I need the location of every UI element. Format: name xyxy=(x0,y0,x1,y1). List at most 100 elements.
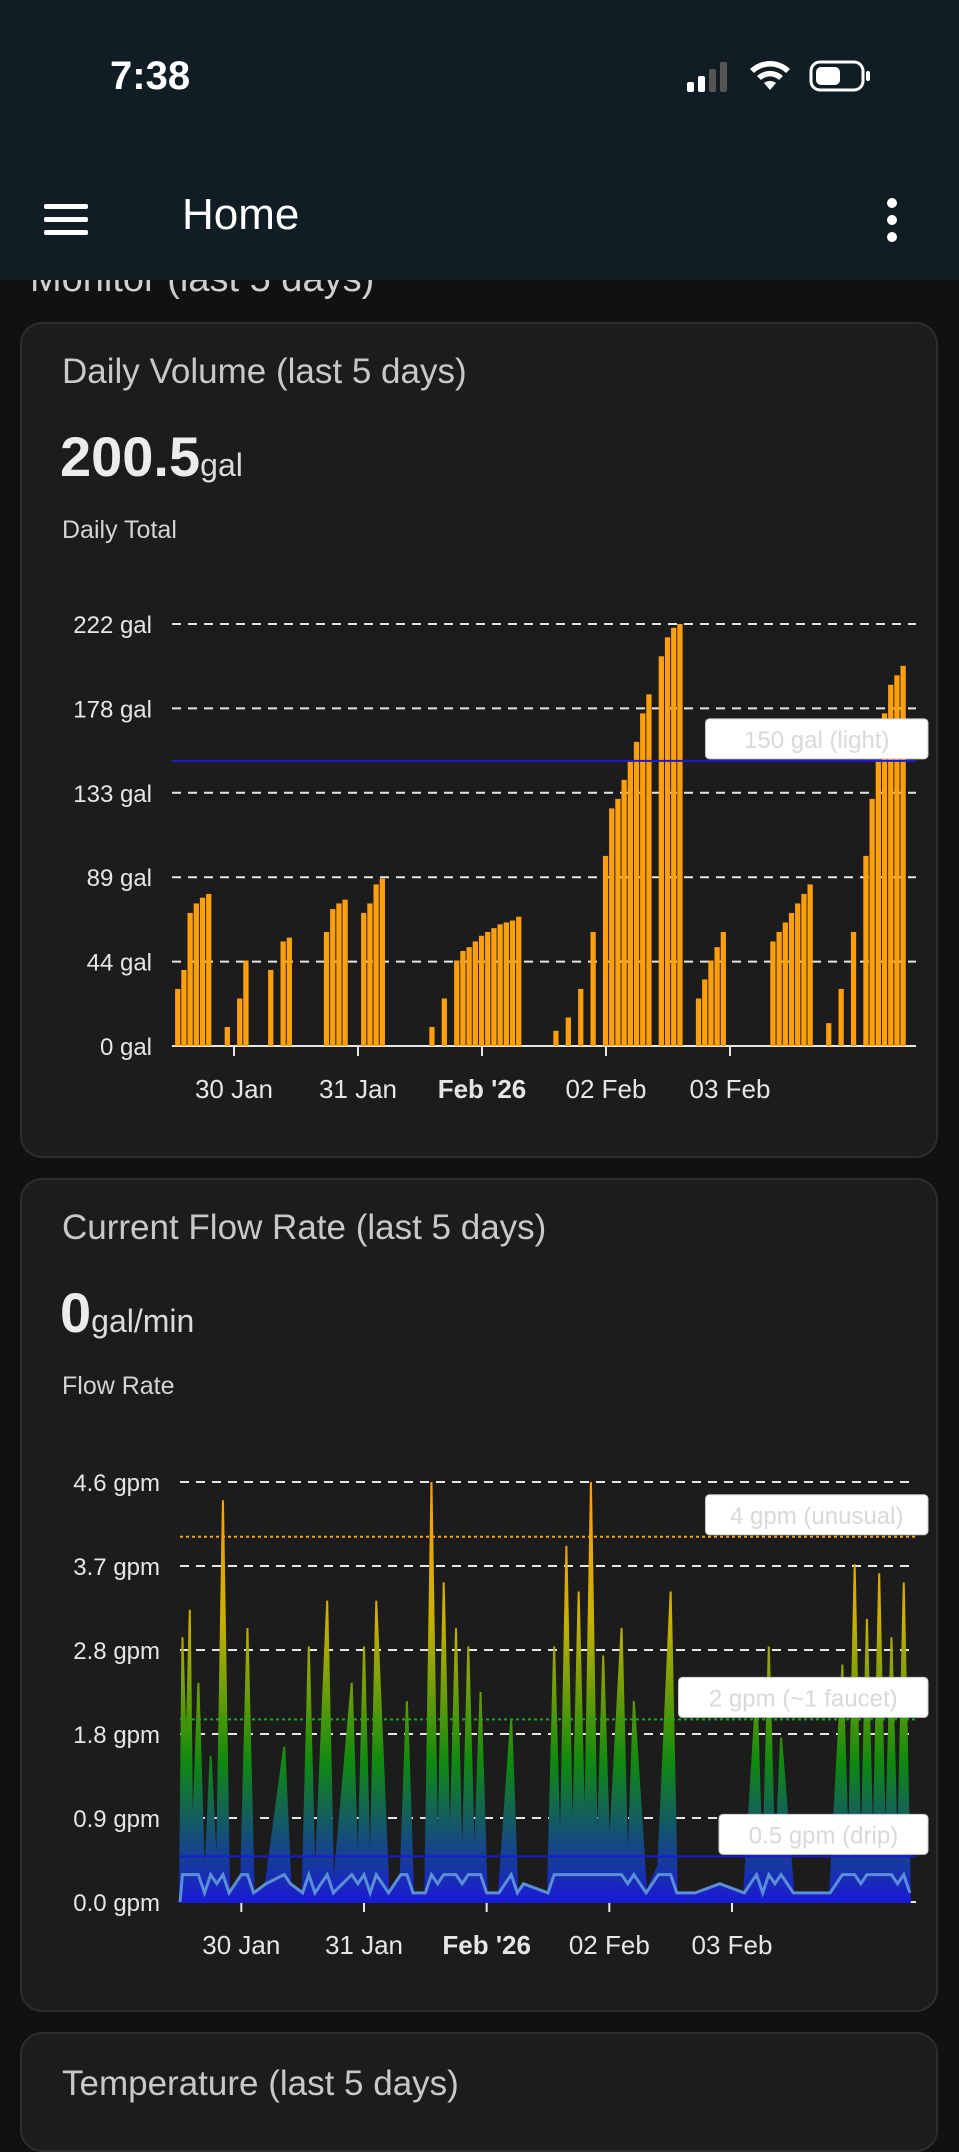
volume-bar xyxy=(280,941,286,1046)
y-tick-label: 0 gal xyxy=(100,1034,152,1061)
volume-bar xyxy=(795,903,801,1046)
volume-bar xyxy=(838,988,844,1046)
page-title-overlay: Home xyxy=(182,190,300,239)
volume-bar xyxy=(503,922,509,1046)
volume-bar xyxy=(720,931,726,1046)
card-title: Daily Volume (last 5 days) xyxy=(62,352,467,391)
volume-bar xyxy=(894,675,900,1046)
volume-bar xyxy=(677,624,683,1046)
volume-bar xyxy=(881,713,888,1046)
volume-bar xyxy=(788,912,795,1046)
volume-bar xyxy=(801,893,807,1046)
card-title: Temperature (last 5 days) xyxy=(62,2064,459,2103)
value-number: 0 xyxy=(60,1281,92,1344)
threshold-label: 2 gpm (~1 faucet) xyxy=(709,1685,898,1712)
volume-bar xyxy=(485,931,491,1046)
y-tick-label: 133 gal xyxy=(73,781,152,808)
threshold-label-box xyxy=(718,1813,929,1855)
temperature-card[interactable]: Temperature (last 5 days) xyxy=(20,2032,938,2152)
app-bar-content: Home xyxy=(0,160,959,280)
volume-bar xyxy=(497,924,503,1046)
y-tick-label: 89 gal xyxy=(87,865,152,892)
y-tick-label: 178 gal xyxy=(73,696,152,723)
y-tick-label: 4.6 gpm xyxy=(73,1470,160,1497)
volume-bar xyxy=(367,903,373,1046)
volume-bar xyxy=(237,998,243,1046)
flow-rate-chart[interactable]: 4.6 gpm 3.7 gpm 2.8 gpm 1.8 gpm 0.9 gpm 0.0 g… xyxy=(22,1180,938,2012)
volume-bar xyxy=(454,960,460,1046)
volume-bar xyxy=(609,808,615,1046)
volume-bar xyxy=(460,950,466,1046)
volume-bar xyxy=(863,855,869,1046)
x-tick-label: 03 Feb xyxy=(692,1930,773,1960)
y-tick-label: 3.7 gpm xyxy=(73,1554,160,1581)
volume-bar xyxy=(466,947,472,1046)
volume-bar xyxy=(702,979,708,1046)
volume-bar xyxy=(782,922,788,1046)
y-tick-label: 222 gal xyxy=(73,612,152,639)
volume-bar xyxy=(776,931,782,1046)
x-tick-label: 03 Feb xyxy=(690,1074,771,1104)
volume-bar xyxy=(708,960,714,1046)
volume-bar xyxy=(206,893,212,1046)
x-tick-label: 02 Feb xyxy=(569,1930,650,1960)
volume-bar xyxy=(361,912,367,1046)
volume-bar xyxy=(565,1017,571,1046)
hamburger-menu-icon[interactable] xyxy=(36,190,96,250)
card-title: Current Flow Rate (last 5 days) xyxy=(62,1208,547,1247)
volume-bar xyxy=(373,884,379,1046)
volume-bar xyxy=(509,920,516,1046)
volume-bar xyxy=(900,665,906,1046)
x-tick-label: 30 Jan xyxy=(202,1930,280,1960)
wifi-icon xyxy=(750,61,790,90)
volume-bar xyxy=(342,899,348,1046)
volume-bar xyxy=(869,798,875,1046)
volume-bar xyxy=(578,988,584,1046)
volume-bar xyxy=(615,798,621,1046)
x-tick-label: 30 Jan xyxy=(195,1074,273,1104)
more-vert-icon[interactable] xyxy=(870,190,914,250)
volume-bar xyxy=(379,878,385,1046)
volume-bar xyxy=(640,713,646,1046)
volume-bar xyxy=(807,884,813,1046)
threshold-label-box xyxy=(705,1494,929,1536)
card-value: 0gal/min xyxy=(60,1280,194,1345)
volume-bar xyxy=(181,969,187,1046)
daily-volume-card[interactable]: Daily Volume (last 5 days) 200.5gal Dail… xyxy=(20,322,938,1158)
card-value: 200.5gal xyxy=(60,424,243,489)
volume-bar xyxy=(199,897,206,1046)
x-tick-label: 02 Feb xyxy=(566,1074,647,1104)
flow-rate-card[interactable]: Current Flow Rate (last 5 days) 0gal/min… xyxy=(20,1178,938,2012)
volume-bar xyxy=(826,1023,832,1046)
status-time: 7:38 xyxy=(110,54,191,98)
value-unit: gal/min xyxy=(91,1303,195,1339)
volume-bar xyxy=(714,947,720,1046)
volume-bar xyxy=(553,1030,559,1046)
daily-volume-chart[interactable]: 222 gal 178 gal 133 gal 89 gal 44 gal 0 gal 30… xyxy=(22,324,938,1158)
app-bar-overlay xyxy=(0,160,959,280)
y-tick-label: 2.8 gpm xyxy=(73,1638,160,1665)
x-tick-label: Feb '26 xyxy=(438,1074,527,1104)
signal-icon xyxy=(687,62,727,92)
threshold-label: 150 gal (light) xyxy=(744,727,889,754)
value-number: 200.5 xyxy=(60,425,201,488)
volume-bar xyxy=(441,998,447,1046)
status-icons xyxy=(687,60,870,92)
volume-bar xyxy=(875,760,881,1046)
volume-bar xyxy=(336,903,342,1046)
volume-bar xyxy=(621,779,627,1046)
volume-bar xyxy=(850,931,857,1046)
value-unit: gal xyxy=(200,447,243,483)
volume-bar xyxy=(646,694,652,1046)
volume-bar xyxy=(770,941,776,1046)
volume-bar xyxy=(472,941,478,1046)
volume-bar xyxy=(516,916,522,1046)
y-tick-label: 44 gal xyxy=(87,950,152,977)
volume-bar xyxy=(888,684,894,1046)
threshold-label-box xyxy=(678,1676,929,1718)
y-tick-label: 0.0 gpm xyxy=(73,1890,160,1917)
threshold-label: 4 gpm (unusual) xyxy=(730,1503,903,1530)
volume-bar xyxy=(627,760,633,1046)
threshold-label: 0.5 gpm (drip) xyxy=(749,1822,898,1849)
flow-baseline xyxy=(178,1869,912,1903)
